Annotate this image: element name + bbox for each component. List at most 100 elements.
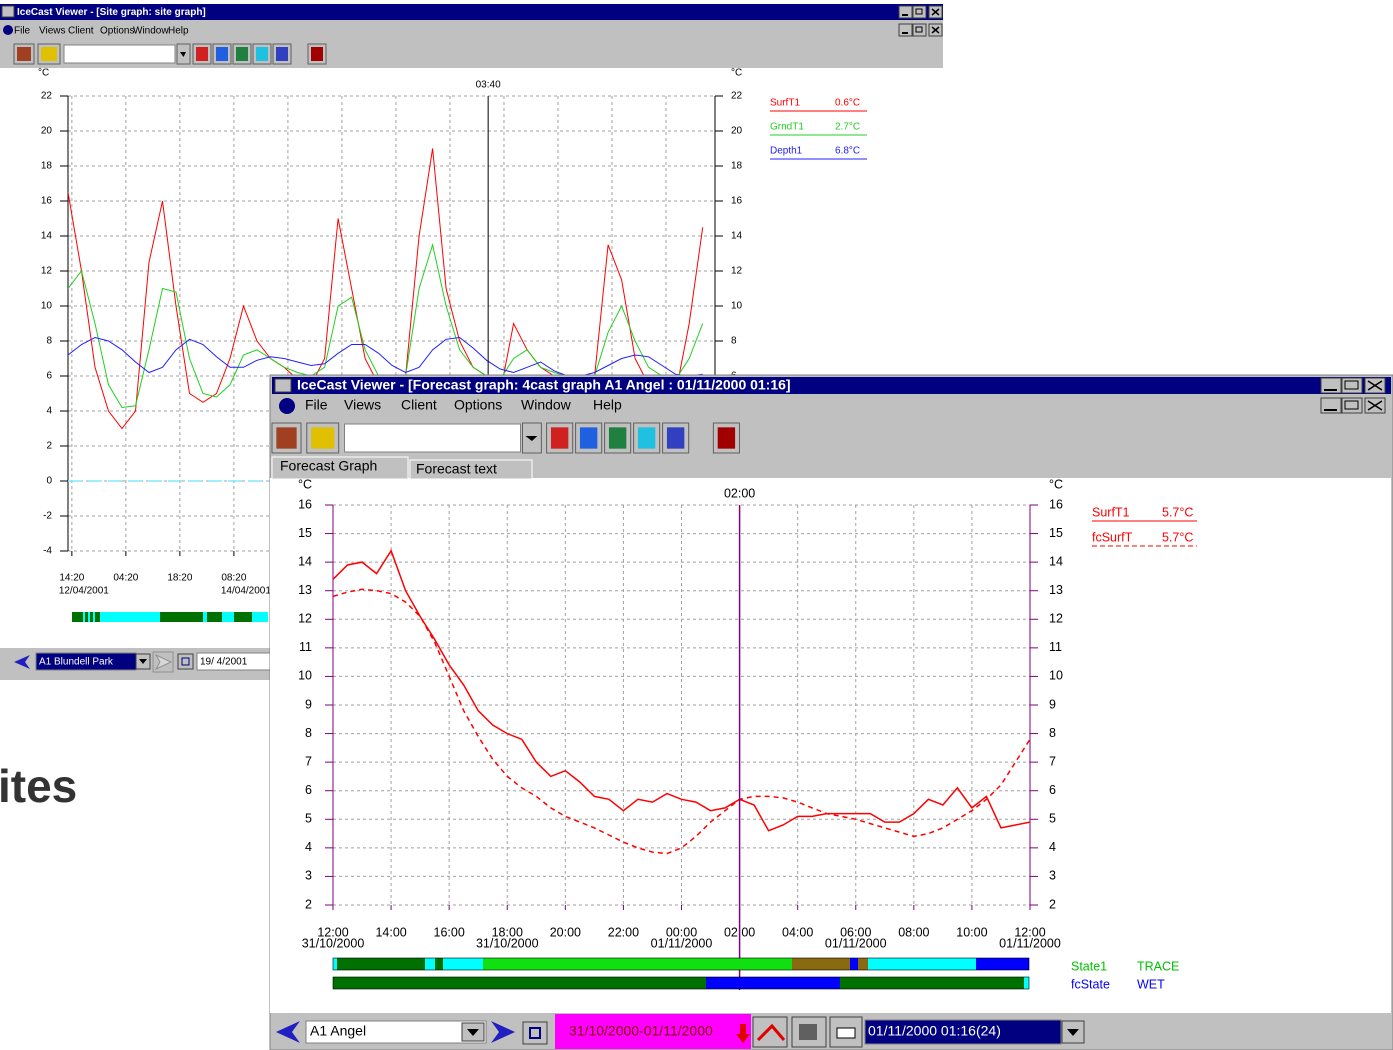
dropdown-arrow xyxy=(467,1029,479,1036)
window-button[interactable] xyxy=(912,5,927,19)
menu-item[interactable]: Views xyxy=(39,26,66,37)
y-unit: °C xyxy=(38,68,49,79)
x-tick-label: 08:00 xyxy=(898,925,929,939)
menu-bar: File Views Client Options Window Help xyxy=(279,377,1386,414)
y-unit: °C xyxy=(298,477,312,491)
site-name: A1 Angel xyxy=(310,1023,366,1039)
menu-item[interactable]: Views xyxy=(344,397,381,413)
y-tick-label: 13 xyxy=(298,583,312,597)
combo-box[interactable] xyxy=(63,44,176,64)
y2-tick-label: 20 xyxy=(731,126,743,137)
tab[interactable] xyxy=(409,459,533,480)
tool-icon xyxy=(256,47,268,61)
state-name: fcState xyxy=(1071,977,1110,991)
app-icon xyxy=(1,5,15,18)
state-value: WET xyxy=(1137,977,1165,991)
legend-name[interactable]: Depth1 xyxy=(770,146,803,157)
state-segment xyxy=(1024,977,1029,989)
x-date-label: 01/11/2000 xyxy=(825,936,887,950)
y2-tick-label: 14 xyxy=(731,231,743,242)
button-glyph xyxy=(1344,380,1359,390)
y2-tick-label: 10 xyxy=(731,301,743,312)
state-segment xyxy=(425,958,435,970)
tab-active[interactable] xyxy=(271,456,409,480)
window-button[interactable] xyxy=(912,23,927,37)
tool-icon xyxy=(579,427,598,449)
window-title: IceCast Viewer - [Forecast graph: 4cast … xyxy=(297,377,791,393)
legend-name[interactable]: fcSurfT xyxy=(1092,530,1133,544)
x-date-label: 31/10/2000 xyxy=(476,936,539,950)
tool-icon xyxy=(756,1023,786,1042)
menu-icon xyxy=(279,398,295,414)
x-tick-label: 18:20 xyxy=(167,573,192,584)
tool-icon xyxy=(550,427,569,449)
legend-value: 5.7°C xyxy=(1162,505,1193,519)
menu-item[interactable]: Window xyxy=(521,397,572,413)
menu-item[interactable]: File xyxy=(305,397,328,413)
legend-name[interactable]: SurfT1 xyxy=(770,98,800,109)
site-name: A1 Blundell Park xyxy=(39,657,114,668)
y-tick-label: 9 xyxy=(305,697,312,711)
state-segment xyxy=(100,612,160,622)
button-glyph xyxy=(1344,400,1359,410)
y-tick-label: 6 xyxy=(305,783,312,797)
menu-item[interactable]: Options xyxy=(454,397,502,413)
run-combo[interactable] xyxy=(864,1019,1062,1045)
tab-label[interactable]: Forecast Graph xyxy=(280,458,377,474)
state-bars: State1 TRACE fcState WET xyxy=(332,957,1179,991)
menu-item[interactable]: File xyxy=(14,26,31,37)
state-segment xyxy=(435,958,443,970)
state-segment xyxy=(840,977,1024,989)
window-button[interactable] xyxy=(898,5,913,19)
tool-icon xyxy=(216,47,228,61)
toolbar xyxy=(271,422,740,454)
button-glyph xyxy=(1367,380,1383,391)
x-tick-label: 10:00 xyxy=(956,925,987,939)
site-combo[interactable] xyxy=(305,1020,487,1044)
menu-item[interactable]: Options xyxy=(100,26,134,37)
state-segment xyxy=(333,958,337,970)
button-glyph xyxy=(931,8,940,16)
tool-icon xyxy=(196,47,208,61)
prev-arrow xyxy=(14,655,30,669)
x-tick-label: 16:00 xyxy=(434,925,465,939)
state-name: State1 xyxy=(1071,959,1107,973)
tab-label[interactable]: Forecast text xyxy=(416,461,497,477)
state-segment xyxy=(83,612,85,622)
tool-button[interactable] xyxy=(752,1016,788,1048)
dropdown-arrow xyxy=(139,659,147,664)
legend-name[interactable]: SurfT1 xyxy=(1092,505,1130,519)
state-segment xyxy=(706,977,840,989)
toolbar xyxy=(13,43,327,65)
y2-tick-label: 16 xyxy=(1049,497,1063,511)
y-tick-label: 3 xyxy=(305,869,312,883)
app-icon xyxy=(274,378,292,393)
legend-name[interactable]: GrndT1 xyxy=(770,122,804,133)
menu-item[interactable]: Help xyxy=(168,26,189,37)
combo-box[interactable] xyxy=(344,423,521,453)
x-tick-label: 04:00 xyxy=(782,925,813,939)
cursor-label: 02:00 xyxy=(724,486,755,500)
y-tick-label: 16 xyxy=(41,196,53,207)
play-button[interactable] xyxy=(177,653,194,670)
menu-item[interactable]: Client xyxy=(401,397,437,413)
y-tick-label: -2 xyxy=(43,511,52,522)
x-tick-label: 08:20 xyxy=(221,573,246,584)
menu-item[interactable]: Client xyxy=(68,26,94,37)
y2-tick-label: 13 xyxy=(1049,583,1063,597)
menu-item[interactable]: Window xyxy=(133,26,169,37)
y-tick-label: 12 xyxy=(41,266,53,277)
y-tick-label: 14 xyxy=(298,554,312,568)
play-button[interactable] xyxy=(522,1021,548,1045)
window-button[interactable] xyxy=(898,23,913,37)
title-bar xyxy=(272,377,1391,394)
y-tick-label: 15 xyxy=(298,526,312,540)
state-segment xyxy=(222,612,234,622)
menu-item[interactable]: Help xyxy=(593,397,622,413)
state-segment xyxy=(858,958,868,970)
tool-icon xyxy=(799,1024,817,1040)
y-tick-label: 12 xyxy=(298,612,312,626)
range-box[interactable] xyxy=(555,1014,751,1049)
